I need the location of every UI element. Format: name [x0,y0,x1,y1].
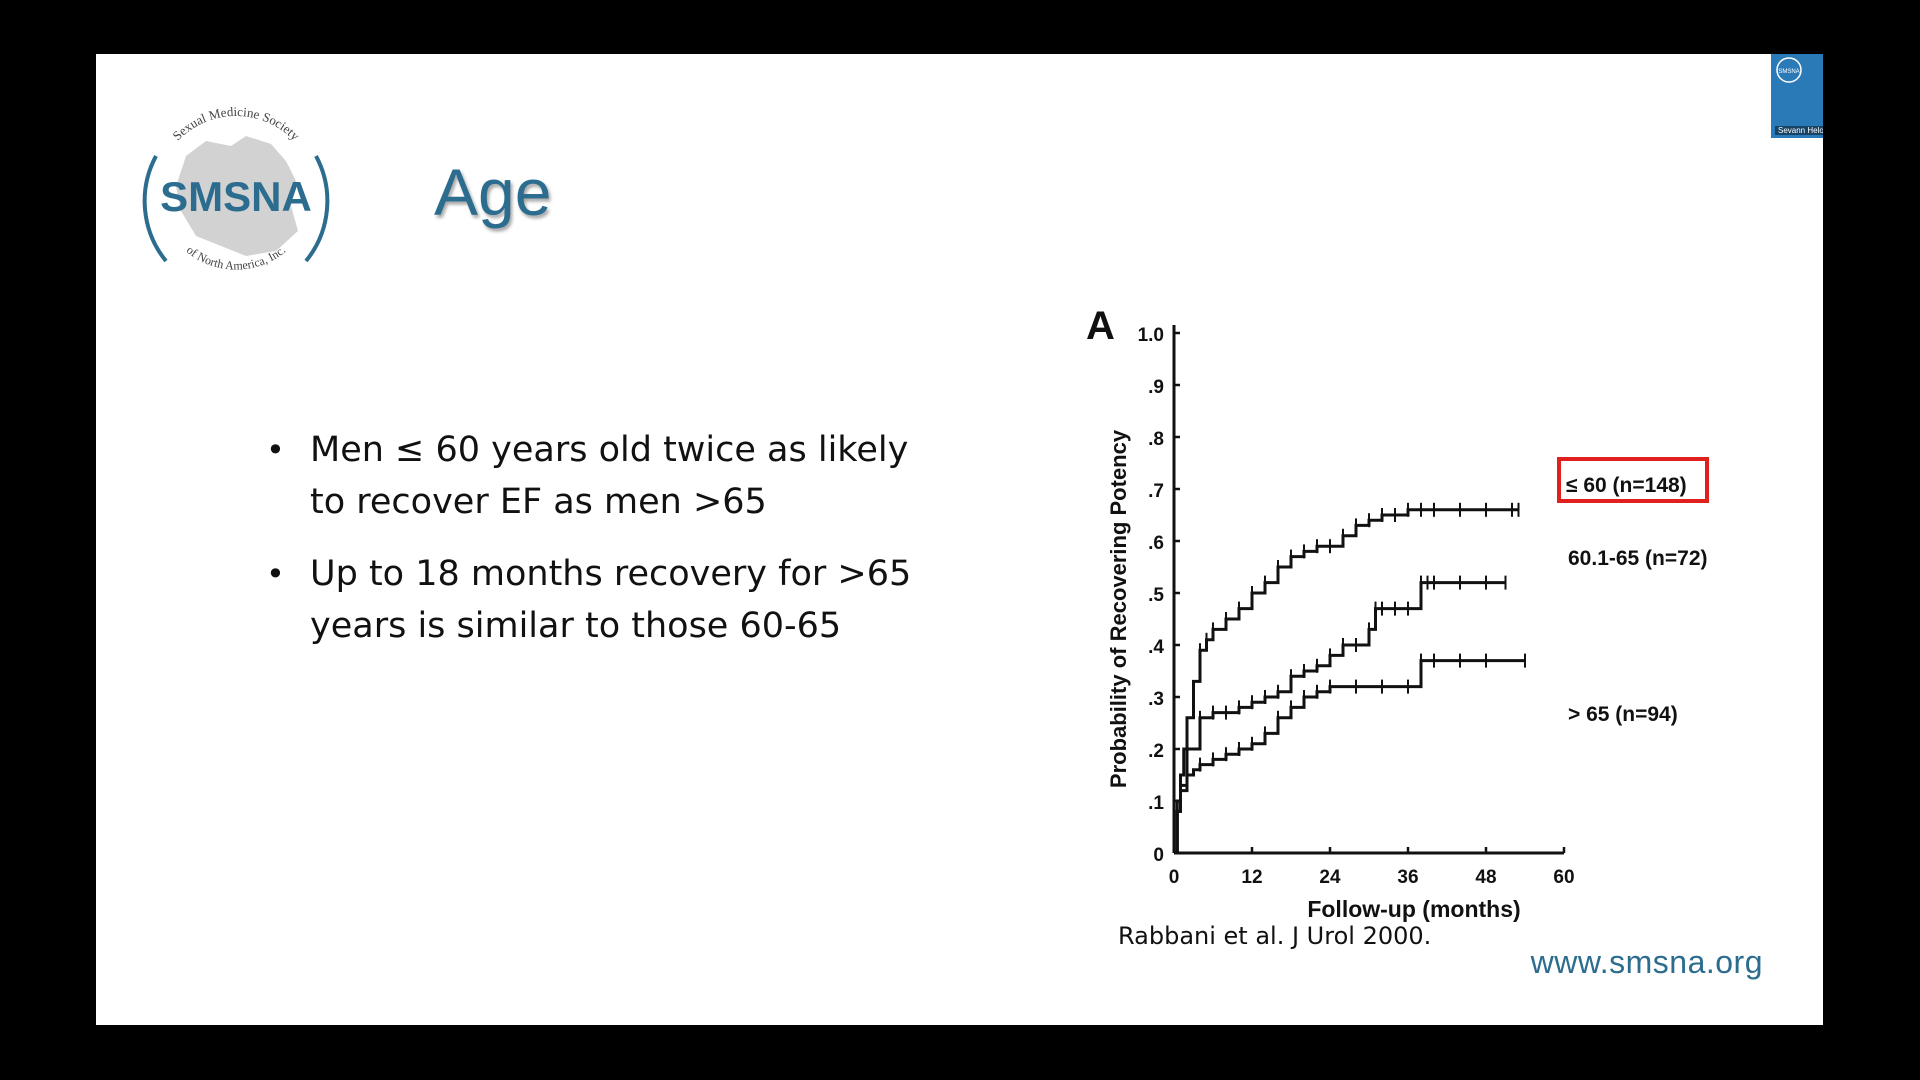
y-tick-label: .3 [1148,689,1164,710]
x-tick-label: 48 [1475,867,1496,888]
chart-ylabel: Probability of Recovering Potency [1106,429,1131,788]
bullet-dot-icon: • [266,431,285,469]
x-tick-label: 24 [1319,867,1341,888]
participant-name: Sevann Helo, MD [1775,126,1823,135]
series-label-60-65: 60.1-65 (n=72) [1568,547,1708,570]
y-tick-label: .4 [1148,637,1164,658]
svg-text:Sexual Medicine Society: Sexual Medicine Society [169,104,303,144]
highlight-box [1557,457,1709,503]
series-line-1 [1174,581,1506,855]
slide-title: Age [434,155,552,229]
citation: Rabbani et al. J Urol 2000. [1118,922,1432,950]
video-thumbnail[interactable]: SMSNA Sevann Helo, MD [1771,54,1823,138]
bullet-text: Men ≤ 60 years old twice as likely to re… [310,430,909,522]
bullet-list: • Men ≤ 60 years old twice as likely to r… [266,424,946,672]
chart-series-labels: ≤ 60 (n=148) 60.1-65 (n=72) > 65 (n=94) [1557,457,1709,726]
logo-wordmark: SMSNA [160,173,312,220]
bullet-item: • Up to 18 months recovery for >65 years … [266,548,946,652]
x-tick-label: 60 [1553,867,1574,888]
ring-arc-right [304,155,330,263]
y-tick-label: 0 [1153,845,1164,866]
chart-panel-label: A [1086,304,1115,348]
series-label-le60: ≤ 60 (n=148) [1566,474,1687,497]
y-tick-label: .5 [1148,585,1164,606]
map-shape-icon [176,136,298,256]
y-tick-label: .2 [1148,741,1164,762]
chart-series [1174,502,1526,855]
chart-ticks: 0 .1 .2 .3 .4 .5 .6 .7 .8 .9 1.0 0 12 24 36 48 60 [1138,325,1575,888]
website-url[interactable]: www.smsna.org [1530,944,1763,980]
y-tick-label: .1 [1148,793,1164,814]
x-tick-label: 12 [1241,867,1262,888]
kaplan-meier-chart: A Probability of Recovering Potency Foll… [1086,304,1709,922]
bullet-text: Up to 18 months recovery for >65 years i… [310,554,912,646]
slide: Sexual Medicine Society SMSNA of North A… [96,54,1823,1025]
video-badge: SMSNA [1778,69,1799,75]
badge-icon [1776,57,1802,83]
chart-xlabel: Follow-up (months) [1307,896,1520,922]
ring-arc-left [142,155,168,263]
x-tick-label: 0 [1169,867,1180,888]
bullet-item: • Men ≤ 60 years old twice as likely to r… [266,424,946,528]
video-background: SMSNA [1776,57,1802,83]
x-tick-label: 36 [1397,867,1418,888]
smsna-logo: Sexual Medicine Society SMSNA of North A… [142,104,330,273]
y-tick-label: 1.0 [1138,325,1164,346]
y-tick-label: .7 [1148,481,1164,502]
chart-axes [1172,325,1564,855]
bullet-dot-icon: • [266,555,285,593]
series-line-0 [1174,508,1519,855]
y-tick-label: .6 [1148,533,1164,554]
y-tick-label: .8 [1148,429,1164,450]
series-label-gt65: > 65 (n=94) [1568,703,1678,726]
logo-ring-top-text: Sexual Medicine Society [169,104,303,144]
y-tick-label: .9 [1148,377,1164,398]
